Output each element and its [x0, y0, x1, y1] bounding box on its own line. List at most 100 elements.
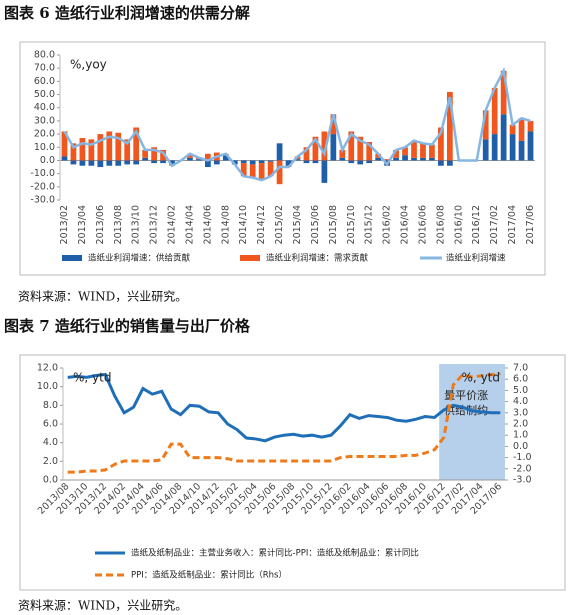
legend-label: PPI：造纸及纸制品业：累计同比（Rhs）	[131, 570, 287, 581]
bar	[357, 160, 364, 165]
bar	[205, 153, 211, 161]
chart-title: 图表 6 造纸行业利润增速的供需分解	[4, 4, 250, 22]
bar	[500, 70, 507, 115]
highlight-region	[439, 364, 505, 480]
y2-tick-label: -2.0	[513, 463, 532, 474]
y-tick-label: 10.0	[37, 381, 58, 392]
annotation: %, ytd	[462, 371, 500, 385]
bar	[438, 160, 444, 166]
y-tick-label: 80.0	[34, 50, 55, 61]
y2-tick-label: -1.0	[513, 452, 532, 463]
bar	[491, 134, 498, 161]
bar	[420, 143, 426, 158]
bar	[79, 160, 86, 166]
bar	[348, 160, 355, 164]
x-tick-label: 2014/08	[220, 205, 231, 244]
bar	[312, 136, 319, 161]
bar	[339, 149, 346, 158]
bar	[142, 149, 149, 158]
x-tick-label: 2015/02	[274, 205, 285, 244]
legend-label: 造纸及纸制品业：主营业务收入：累计同比-PPI：造纸及纸制品业：累计同比	[131, 548, 419, 559]
bar	[106, 160, 113, 166]
x-tick-label: 2015/10	[346, 205, 357, 244]
bar	[527, 131, 534, 161]
bar	[133, 160, 140, 165]
legend-swatch	[240, 255, 260, 261]
y-tick-label: 30.0	[34, 115, 55, 126]
bar	[393, 149, 399, 158]
source: 资料来源：WIND，兴业研究。	[18, 598, 187, 613]
y-tick-label: 10.0	[34, 142, 55, 153]
source: 资料来源：WIND，兴业研究。	[18, 289, 187, 304]
bar	[518, 118, 525, 141]
bar	[375, 153, 382, 158]
y2-tick-label: 5.0	[513, 385, 528, 396]
x-tick-label: 2015/08	[328, 205, 339, 244]
y-tick-label: -20.0	[30, 181, 55, 192]
y2-tick-label: -3.0	[513, 475, 532, 486]
bar	[258, 163, 265, 181]
bar	[88, 139, 95, 161]
legend-swatch	[62, 255, 82, 261]
bar	[187, 157, 193, 161]
line	[63, 66, 531, 182]
x-tick-label: 2016/10	[453, 205, 464, 244]
y2-tick-label: 3.0	[513, 407, 528, 418]
bar	[151, 147, 157, 161]
highlight-text: 量平价涨	[444, 389, 488, 402]
x-tick-label: 2016/02	[382, 205, 393, 244]
bar	[420, 157, 426, 161]
bar	[303, 160, 310, 164]
bar	[285, 160, 292, 166]
bar	[509, 134, 516, 161]
bar	[124, 160, 131, 165]
bar	[124, 139, 131, 161]
bar	[366, 142, 373, 161]
bar	[491, 87, 498, 135]
bar	[240, 163, 247, 177]
x-tick-label: 2014/02	[167, 205, 178, 244]
bar	[321, 160, 328, 183]
bar	[429, 144, 435, 158]
y-tick-label: 0.0	[43, 475, 58, 486]
y-tick-label: 8.0	[43, 400, 58, 411]
bar	[160, 149, 166, 161]
x-tick-label: 2015/04	[292, 205, 303, 244]
bar	[196, 159, 202, 161]
bar	[276, 143, 283, 161]
x-tick-label: 2015/06	[310, 205, 321, 244]
y-tick-label: 50.0	[34, 89, 55, 100]
bar	[446, 160, 453, 166]
bar	[527, 120, 534, 132]
x-tick-label: 2016/04	[400, 205, 411, 244]
x-tick-label: 2013/12	[149, 205, 160, 244]
bar	[151, 160, 157, 164]
bar	[357, 136, 364, 161]
bar	[402, 155, 408, 161]
bar	[249, 160, 256, 165]
bar	[213, 160, 220, 165]
bar	[88, 160, 95, 166]
bar	[106, 131, 113, 161]
bar	[411, 157, 417, 161]
y-tick-label: 20.0	[34, 129, 55, 140]
bar	[375, 157, 382, 161]
bar	[438, 127, 444, 161]
y-tick-label: 60.0	[34, 76, 55, 87]
bar	[160, 160, 166, 164]
bar	[222, 155, 229, 161]
annotation: %,yoy	[70, 58, 107, 72]
bar	[348, 131, 355, 161]
y2-tick-label: 6.0	[513, 374, 528, 385]
bar	[70, 143, 77, 161]
bar	[231, 160, 238, 165]
line	[67, 372, 501, 474]
bar	[276, 160, 283, 185]
bar	[366, 160, 373, 164]
legend-label: 造纸业利润增速：供给贡献	[88, 253, 191, 264]
bar	[97, 134, 104, 161]
bar	[79, 138, 86, 161]
bar	[187, 153, 193, 158]
x-tick-label: 2017/02	[489, 205, 500, 244]
